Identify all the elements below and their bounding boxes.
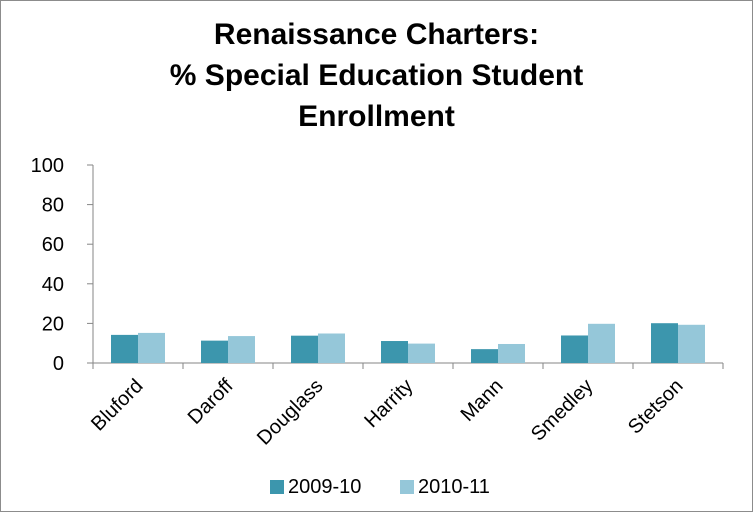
- legend-swatch: [400, 480, 414, 494]
- bar-bluford-2009-10: [111, 334, 138, 363]
- y-tick-label: 60: [42, 234, 64, 256]
- legend-swatch: [270, 480, 284, 494]
- y-tick-label: 80: [42, 195, 64, 217]
- bar-stetson-2010-11: [678, 324, 705, 363]
- bar-bluford-2010-11: [138, 332, 165, 363]
- x-tick-label: Smedley: [527, 375, 598, 446]
- bar-harrity-2010-11: [408, 343, 435, 363]
- x-tick-label: Bluford: [87, 375, 147, 435]
- x-axis: [92, 362, 724, 369]
- bar-daroff-2009-10: [201, 340, 228, 363]
- chart-title-line-1: Renaissance Charters:: [213, 18, 540, 51]
- y-axis: 0 20 40 60 80 100: [31, 155, 94, 375]
- bar-mann-2010-11: [498, 343, 525, 363]
- legend-label: 2010-11: [418, 476, 490, 498]
- x-tick-label: Stetson: [624, 375, 688, 439]
- bars: [111, 323, 705, 363]
- x-tick-label: Harrity: [360, 375, 417, 432]
- bar-mann-2009-10: [471, 349, 498, 363]
- chart-title-line-3: Enrollment: [298, 100, 455, 133]
- chart-title: Renaissance Charters: % Special Educatio…: [0, 14, 753, 137]
- x-tick-label: Mann: [457, 375, 508, 426]
- category-labels: Bluford Daroff Douglass Harrity Mann Smedley S…: [87, 375, 687, 450]
- y-tick-label: 0: [53, 353, 64, 375]
- legend-label: 2009-10: [288, 476, 361, 498]
- y-tick-label: 100: [31, 155, 64, 177]
- x-tick-label: Daroff: [184, 375, 238, 429]
- bar-douglass-2009-10: [291, 335, 318, 363]
- y-tick-label: 20: [42, 313, 64, 335]
- bar-harrity-2009-10: [381, 341, 408, 363]
- x-tick-label: Douglass: [253, 375, 328, 450]
- bar-douglass-2010-11: [318, 333, 345, 363]
- bar-smedley-2010-11: [588, 323, 615, 363]
- chart-title-line-2: % Special Education Student: [169, 59, 584, 92]
- bar-daroff-2010-11: [228, 336, 255, 363]
- y-tick-label: 40: [42, 274, 64, 296]
- legend: 2009-10 2010-11: [270, 476, 490, 498]
- bar-smedley-2009-10: [561, 335, 588, 363]
- bar-stetson-2009-10: [651, 323, 678, 363]
